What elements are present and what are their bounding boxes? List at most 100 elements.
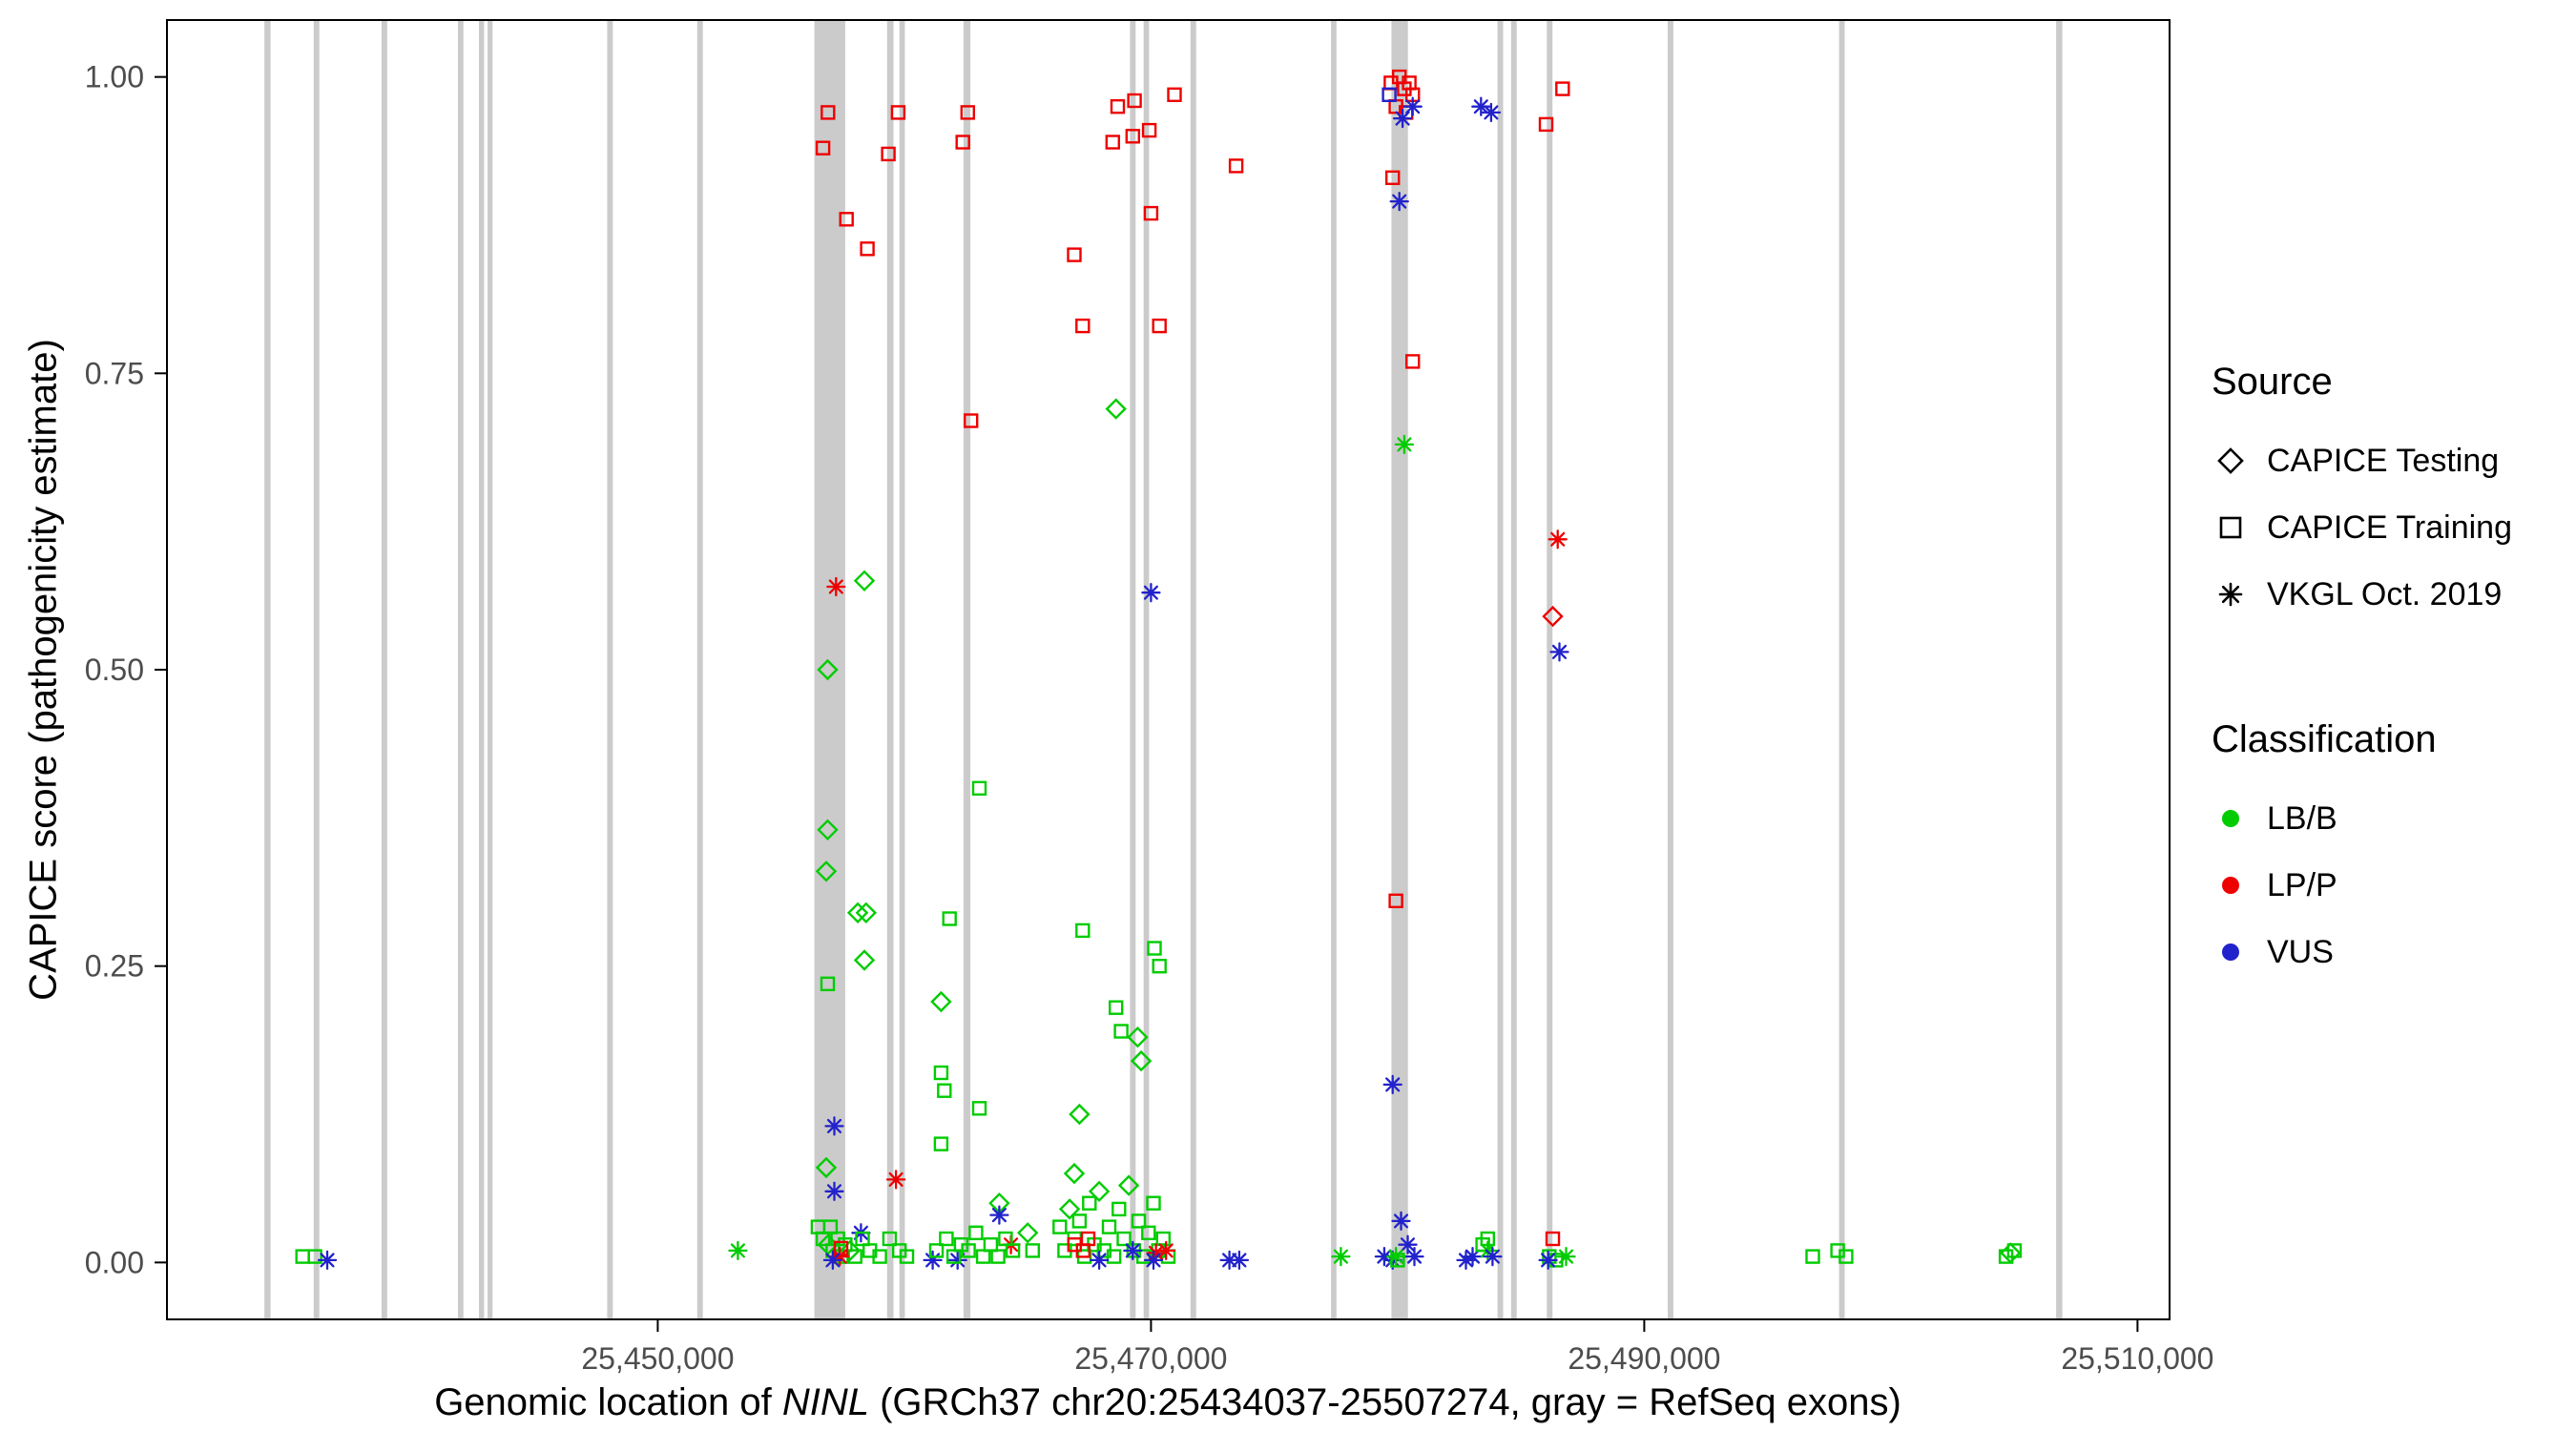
data-point bbox=[1069, 1103, 1091, 1126]
data-point bbox=[1101, 1219, 1117, 1234]
data-point bbox=[1116, 1231, 1132, 1247]
data-point bbox=[1017, 1222, 1039, 1244]
data-point bbox=[1331, 1246, 1351, 1267]
data-point bbox=[1394, 434, 1415, 455]
data-point bbox=[1089, 1250, 1110, 1271]
data-point bbox=[890, 105, 906, 120]
data-point bbox=[1005, 1243, 1021, 1258]
data-point bbox=[839, 212, 854, 227]
exon-bar bbox=[479, 20, 485, 1319]
data-point bbox=[1123, 1240, 1143, 1261]
data-point bbox=[937, 1083, 952, 1098]
data-point bbox=[961, 1243, 976, 1258]
data-point bbox=[855, 1231, 870, 1247]
legend-item-lpp: LP/P bbox=[2212, 866, 2512, 904]
data-point bbox=[1545, 1231, 1561, 1247]
data-point bbox=[947, 1250, 967, 1271]
data-point bbox=[1131, 1213, 1147, 1229]
data-point bbox=[945, 1249, 962, 1264]
data-point bbox=[1392, 108, 1413, 129]
vus-dot-icon bbox=[2222, 944, 2239, 961]
exon-bar bbox=[886, 20, 894, 1319]
x-axis-title-suffix: (GRCh37 chr20:25434037-25507274, gray = … bbox=[868, 1381, 1901, 1423]
data-point bbox=[1105, 398, 1127, 420]
y-tick-label: 0.25 bbox=[85, 949, 144, 984]
data-point bbox=[1839, 1249, 1854, 1264]
exon-bar bbox=[2056, 20, 2063, 1319]
data-point bbox=[1381, 87, 1397, 103]
exon-bar bbox=[696, 20, 703, 1319]
data-point bbox=[1805, 1249, 1820, 1264]
data-point bbox=[1382, 1074, 1402, 1095]
data-point bbox=[1146, 1195, 1161, 1211]
data-point bbox=[1388, 893, 1403, 908]
data-point bbox=[899, 1249, 915, 1264]
y-tick-label: 0.00 bbox=[85, 1245, 144, 1279]
data-point bbox=[1127, 1027, 1149, 1048]
legend-item-lbb: LB/B bbox=[2212, 799, 2512, 838]
data-point bbox=[1143, 1250, 1164, 1271]
legend-label-vus: VUS bbox=[2267, 933, 2334, 970]
data-point bbox=[855, 902, 877, 923]
data-point bbox=[853, 949, 876, 971]
lpp-dot-icon bbox=[2222, 877, 2239, 894]
exon-bar bbox=[1190, 20, 1196, 1319]
legend-label-capice-training: CAPICE Training bbox=[2267, 508, 2512, 546]
data-point bbox=[1228, 158, 1244, 174]
data-point bbox=[815, 1156, 838, 1179]
data-point bbox=[815, 140, 831, 156]
data-point bbox=[1088, 1180, 1111, 1202]
data-point bbox=[971, 1101, 987, 1116]
data-point bbox=[939, 1231, 954, 1247]
data-point bbox=[1390, 1253, 1405, 1268]
data-point bbox=[881, 146, 896, 162]
data-point bbox=[820, 976, 836, 992]
data-point bbox=[815, 861, 838, 882]
x-tick-label: 25,470,000 bbox=[1074, 1341, 1227, 1376]
data-point bbox=[1167, 87, 1182, 103]
data-point bbox=[1404, 1246, 1424, 1267]
exon-bar bbox=[1331, 20, 1337, 1319]
data-point bbox=[990, 1249, 1006, 1264]
x-tick-label: 25,510,000 bbox=[2061, 1341, 2213, 1376]
x-axis-title-prefix: Genomic location of bbox=[434, 1381, 782, 1423]
y-tick-label: 0.75 bbox=[85, 356, 144, 390]
data-point bbox=[1075, 318, 1091, 334]
data-point bbox=[1058, 1198, 1081, 1220]
data-point bbox=[1113, 1024, 1129, 1039]
data-point bbox=[1538, 116, 1554, 133]
data-point bbox=[1117, 1174, 1140, 1196]
asterisk-icon bbox=[2218, 582, 2243, 607]
data-point bbox=[1152, 959, 1167, 974]
data-point bbox=[839, 1239, 862, 1262]
data-point bbox=[1130, 1049, 1153, 1072]
data-point bbox=[928, 1243, 945, 1258]
data-point bbox=[1391, 1211, 1411, 1232]
legend-classification-section: Classification LB/B LP/P VUS bbox=[2212, 718, 2512, 1000]
legend: Source CAPICE Testing CAPICE Training VK… bbox=[2212, 361, 2512, 1000]
data-point bbox=[1229, 1250, 1250, 1271]
legend-source-section: Source CAPICE Testing CAPICE Training VK… bbox=[2212, 361, 2512, 642]
legend-label-capice-testing: CAPICE Testing bbox=[2267, 442, 2500, 479]
data-point bbox=[853, 570, 876, 591]
legend-label-lpp: LP/P bbox=[2267, 866, 2337, 903]
gene-name: NINL bbox=[781, 1381, 869, 1423]
data-point bbox=[1219, 1250, 1239, 1271]
data-point bbox=[989, 1205, 1009, 1225]
data-point bbox=[964, 413, 979, 428]
data-point bbox=[728, 1240, 748, 1261]
exon-bar bbox=[607, 20, 613, 1319]
data-point bbox=[1067, 247, 1082, 262]
data-point bbox=[1141, 583, 1161, 603]
data-point bbox=[1025, 1243, 1041, 1258]
data-point bbox=[1389, 191, 1409, 212]
data-point bbox=[1555, 81, 1570, 96]
data-point bbox=[968, 1225, 984, 1241]
data-point bbox=[1404, 354, 1421, 369]
data-point bbox=[1548, 529, 1568, 550]
data-point bbox=[1106, 1249, 1122, 1264]
legend-item-vus: VUS bbox=[2212, 933, 2512, 971]
data-point bbox=[1147, 941, 1162, 956]
data-point bbox=[1141, 122, 1157, 138]
